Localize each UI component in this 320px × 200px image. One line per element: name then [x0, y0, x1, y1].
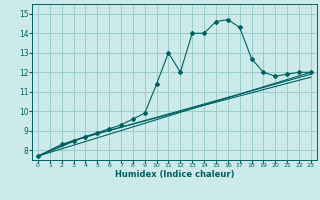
X-axis label: Humidex (Indice chaleur): Humidex (Indice chaleur) [115, 170, 234, 179]
